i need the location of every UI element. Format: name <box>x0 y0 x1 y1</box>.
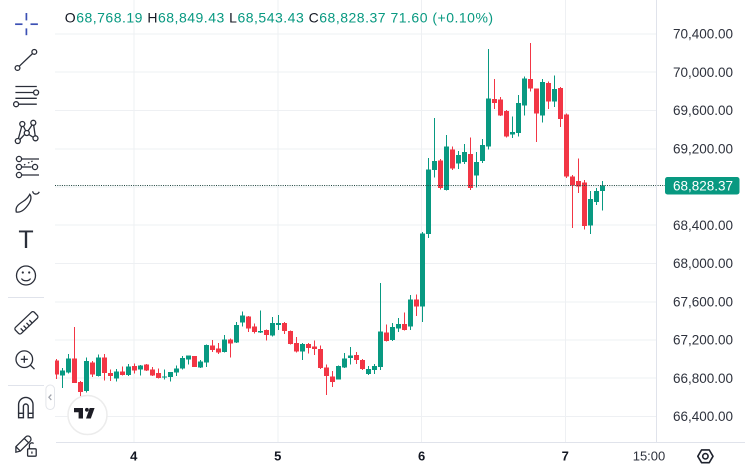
svg-text:68,828.37: 68,828.37 <box>673 178 733 193</box>
svg-text:69,200.00: 69,200.00 <box>673 141 733 156</box>
svg-text:4: 4 <box>130 449 138 464</box>
svg-text:7: 7 <box>562 449 569 464</box>
svg-text:T: T <box>18 226 33 254</box>
svg-text:O68,768.19 H68,849.43 L68,543.: O68,768.19 H68,849.43 L68,543.43 C68,828… <box>65 9 494 25</box>
svg-text:67,200.00: 67,200.00 <box>673 333 733 348</box>
svg-text:69,600.00: 69,600.00 <box>673 103 733 118</box>
svg-text:68,000.00: 68,000.00 <box>673 256 733 271</box>
svg-text:68,400.00: 68,400.00 <box>673 218 733 233</box>
svg-text:6: 6 <box>418 449 425 464</box>
svg-text:66,800.00: 66,800.00 <box>673 371 733 386</box>
svg-text:70,400.00: 70,400.00 <box>673 27 733 42</box>
svg-text:67,600.00: 67,600.00 <box>673 294 733 309</box>
svg-text:5: 5 <box>274 449 281 464</box>
svg-text:70,000.00: 70,000.00 <box>673 65 733 80</box>
svg-text:66,400.00: 66,400.00 <box>673 409 733 424</box>
svg-text:15:00: 15:00 <box>633 449 666 464</box>
